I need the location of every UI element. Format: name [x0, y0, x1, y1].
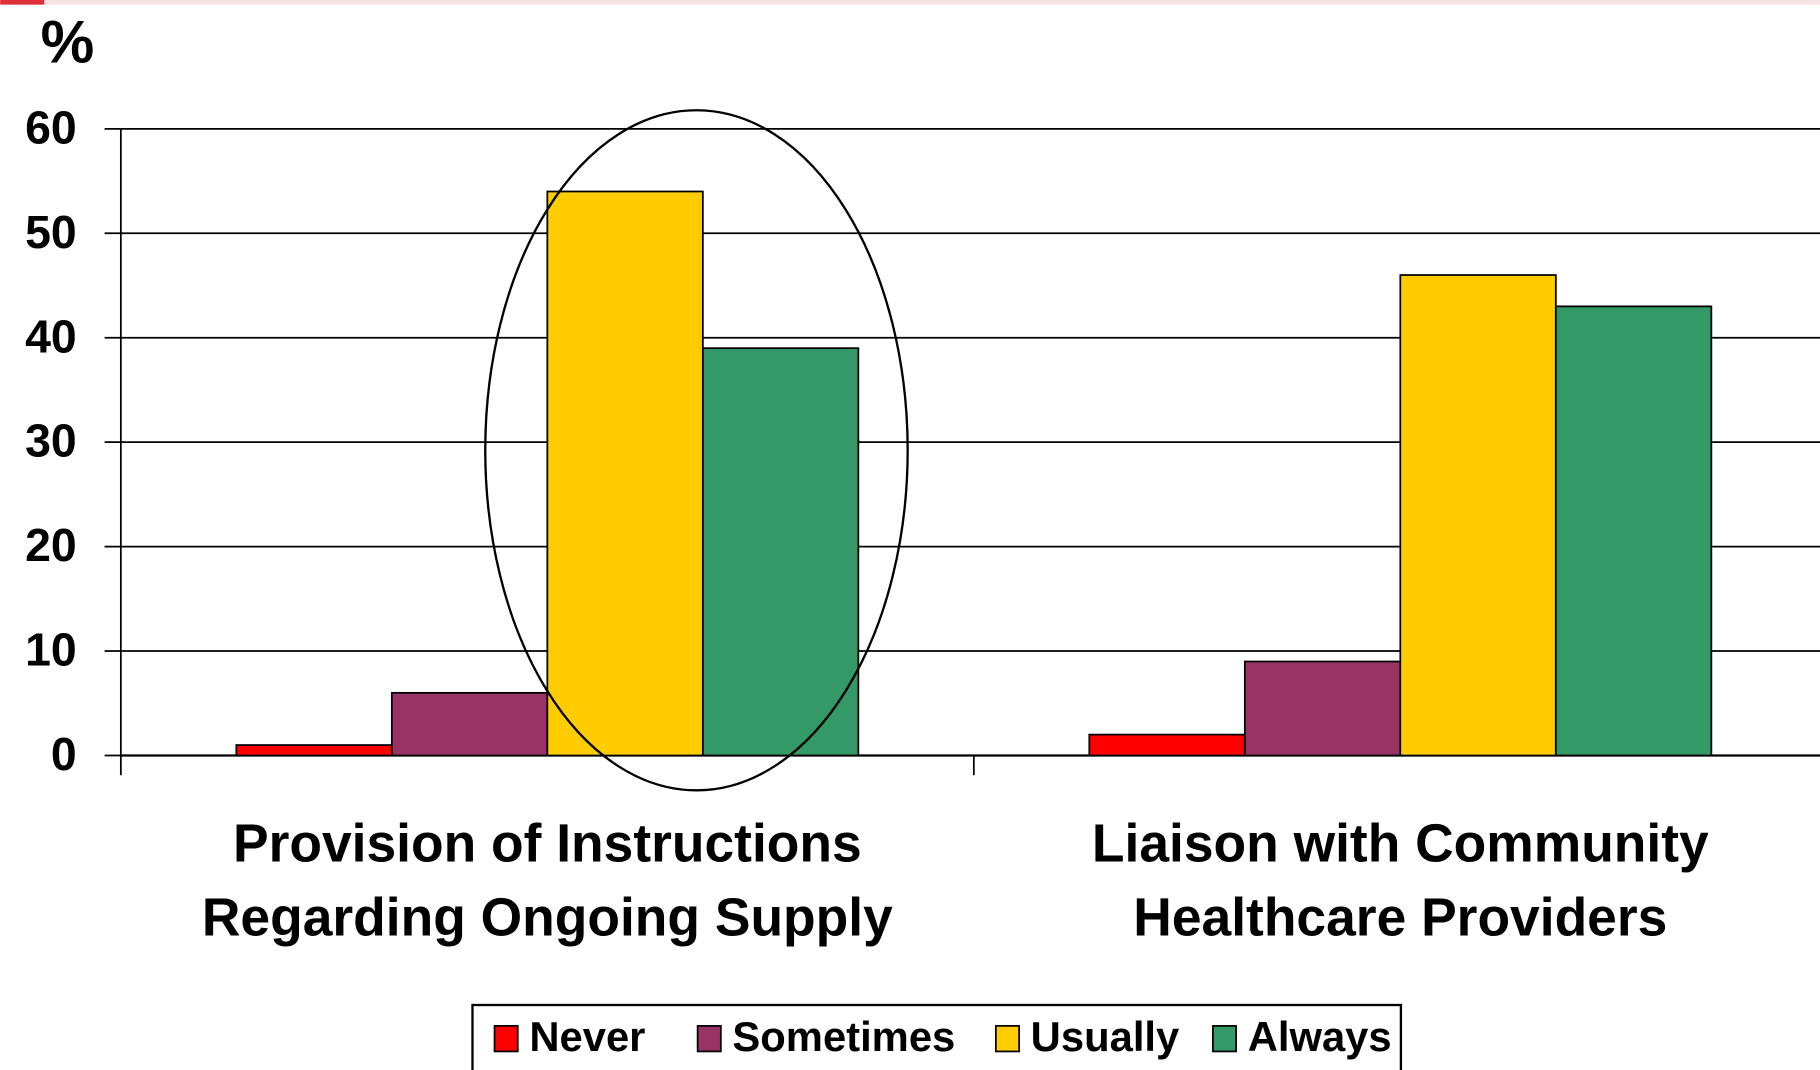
y-axis-label: %: [41, 7, 95, 75]
y-tick-label: 50: [25, 206, 77, 258]
legend-label: Sometimes: [732, 1013, 955, 1060]
y-tick-label: 30: [25, 415, 77, 467]
bar: [546, 190, 704, 757]
legend-swatch: [493, 1025, 519, 1053]
y-tick-label: 0: [51, 728, 77, 780]
legend-swatch: [1212, 1025, 1237, 1053]
highlight-ellipse: [484, 109, 909, 792]
bar: [1399, 274, 1557, 757]
legend-label: Never: [529, 1013, 645, 1060]
top-strip: [0, 0, 1820, 5]
legend-label: Always: [1248, 1013, 1392, 1060]
x-tick-label: Provision of Instructions: [233, 814, 862, 873]
legend-box: [471, 1003, 1403, 1070]
legend-swatch: [995, 1025, 1020, 1053]
y-tick-label: 20: [25, 519, 77, 571]
bar: [701, 347, 860, 757]
top-accent: [0, 0, 45, 5]
bar: [1243, 660, 1402, 757]
x-tick-label: Healthcare Providers: [1133, 889, 1667, 948]
y-tick-label: 40: [25, 310, 77, 362]
x-tick-label: Liaison with Community: [1092, 814, 1709, 873]
bar: [235, 744, 393, 757]
bar: [1088, 733, 1246, 757]
bar: [1554, 305, 1713, 757]
x-tick-label: Regarding Ongoing Supply: [202, 889, 893, 948]
bar: [390, 691, 549, 757]
legend-swatch: [696, 1025, 722, 1053]
y-tick-label: 10: [25, 624, 77, 676]
legend-label: Usually: [1031, 1013, 1180, 1060]
y-tick-label: 60: [25, 101, 77, 153]
